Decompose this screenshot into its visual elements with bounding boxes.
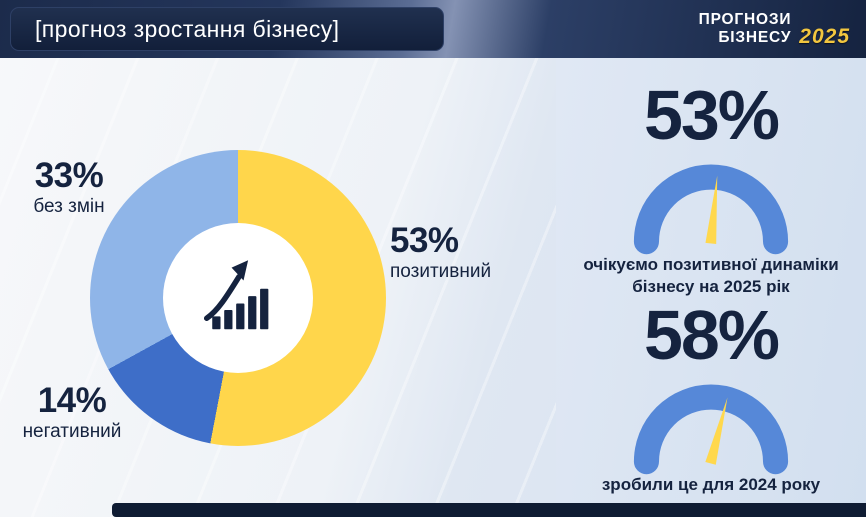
gauge-chart-2025 [556, 152, 866, 261]
gauge-svg [633, 384, 789, 475]
brand-logo: ПРОГНОЗИ БІЗНЕСУ 2025 [699, 11, 850, 48]
gauge-chart-2024 [556, 372, 866, 481]
brand-name-line1: ПРОГНОЗИ [698, 11, 792, 28]
donut-label-negative: 14% негативний [16, 381, 128, 443]
bottom-bar [112, 503, 866, 517]
donut-hole [163, 223, 313, 373]
brand-name-line2: БІЗНЕСУ [718, 28, 792, 46]
donut-label-name: негативний [22, 420, 122, 442]
header-bar: [прогноз зростання бізнесу] ПРОГНОЗИ БІЗ… [0, 0, 866, 58]
title-pill: [прогноз зростання бізнесу] [10, 7, 444, 51]
donut-label-positive: 53% позитивний [390, 221, 520, 283]
donut-label-pct: 33% [34, 156, 104, 195]
donut-label-name: позитивний [390, 260, 492, 282]
donut-label-no-change: 33% без змін [10, 156, 128, 218]
donut-label-name: без змін [33, 195, 105, 217]
brand-name: ПРОГНОЗИ БІЗНЕСУ [699, 11, 792, 47]
gauge-value-2025: 53% [643, 76, 780, 154]
donut-label-pct: 14% [37, 381, 107, 420]
gauge-needle [705, 175, 718, 244]
gauge-caption-2025: очікуємо позитивної динаміки бізнесу на … [583, 255, 839, 297]
gauge-caption-2024: зробили це для 2024 року [601, 475, 821, 494]
brand-year: 2025 [799, 24, 850, 48]
gauge-arc [633, 164, 789, 255]
growth-bars-icon [203, 260, 269, 330]
donut-chart-wrap [90, 150, 386, 446]
donut-label-pct: 53% [390, 221, 459, 260]
page-title: [прогноз зростання бізнесу] [35, 15, 340, 42]
gauge-arc [633, 384, 789, 475]
gauge-needle [705, 397, 728, 465]
gauge-value-2024: 58% [643, 296, 780, 374]
right-panel [556, 57, 866, 517]
gauge-svg [633, 164, 789, 255]
